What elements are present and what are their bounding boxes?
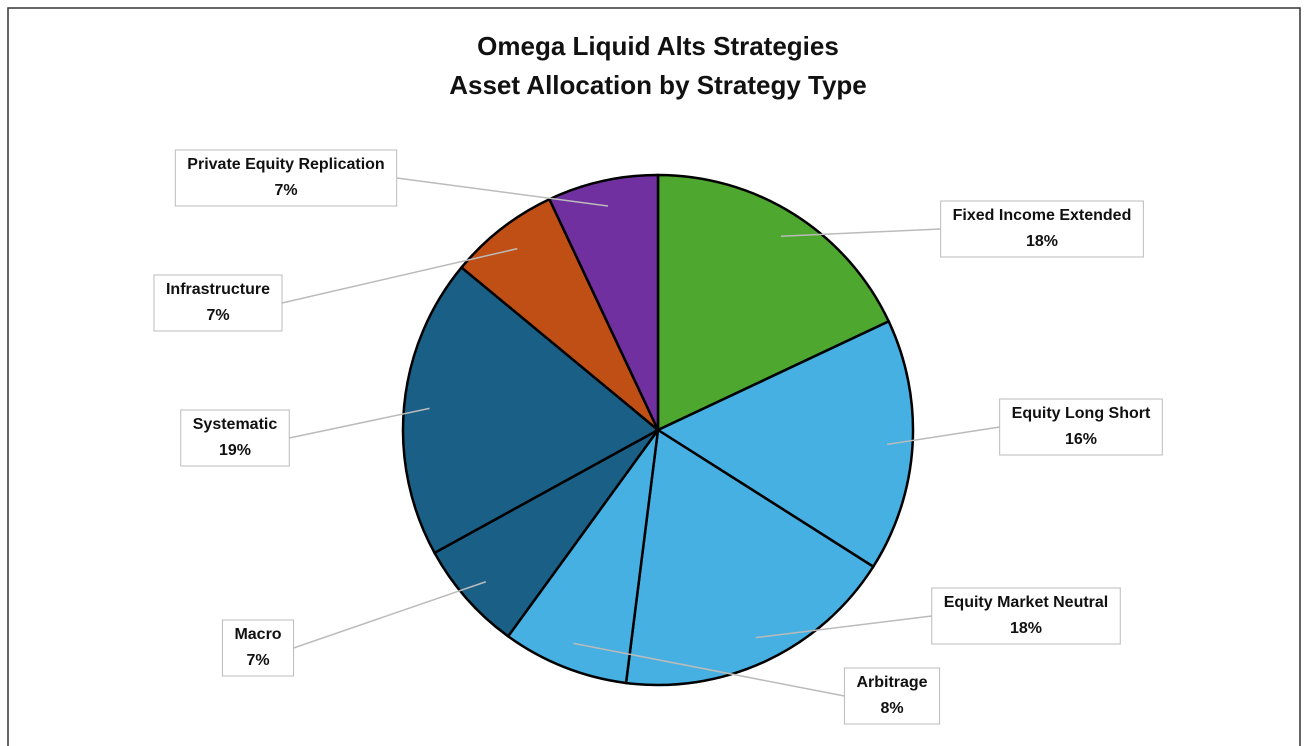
pie-slice (655, 319, 915, 569)
label-box (174, 149, 398, 207)
leader-line (780, 228, 941, 237)
leader-line (281, 247, 518, 304)
slice-label-name: Equity Long Short (1012, 405, 1151, 422)
pie-slice (624, 427, 876, 687)
slice-label-value: 18% (1010, 620, 1042, 637)
slice-label-value: 7% (274, 182, 297, 199)
pie-slice (459, 197, 660, 431)
leader-line (886, 426, 1000, 446)
label-box (931, 587, 1121, 645)
leader-line (289, 407, 430, 439)
pie-slice (432, 428, 660, 639)
slice-label-name: Arbitrage (856, 674, 927, 691)
slice-label-value: 8% (880, 700, 903, 717)
leader-line (396, 177, 609, 207)
label-box (940, 200, 1144, 258)
label-box (999, 398, 1163, 456)
chart-title: Omega Liquid Alts Strategies (477, 31, 839, 61)
label-box (843, 667, 941, 725)
slice-label-value: 16% (1065, 431, 1097, 448)
leader-line (293, 581, 487, 649)
label-box (221, 619, 295, 677)
pie-slice (401, 265, 661, 555)
slice-label-value: 18% (1026, 233, 1058, 250)
slice-label-value: 7% (206, 307, 229, 324)
slice-label-name: Fixed Income Extended (953, 207, 1132, 224)
leader-line (573, 642, 845, 697)
slice-label-value: 19% (219, 442, 251, 459)
pie-slice (506, 429, 660, 685)
slice-label-name: Private Equity Replication (187, 156, 384, 173)
leader-line (755, 615, 932, 639)
slice-label-name: Equity Market Neutral (944, 594, 1108, 611)
label-box (180, 409, 290, 467)
slice-label-name: Systematic (193, 416, 278, 433)
chart-subtitle: Asset Allocation by Strategy Type (449, 70, 867, 100)
slice-label-name: Macro (234, 626, 281, 643)
pie-slice (656, 173, 891, 432)
slice-label-name: Infrastructure (166, 281, 270, 298)
label-box (153, 274, 283, 332)
slice-label-value: 7% (246, 652, 269, 669)
